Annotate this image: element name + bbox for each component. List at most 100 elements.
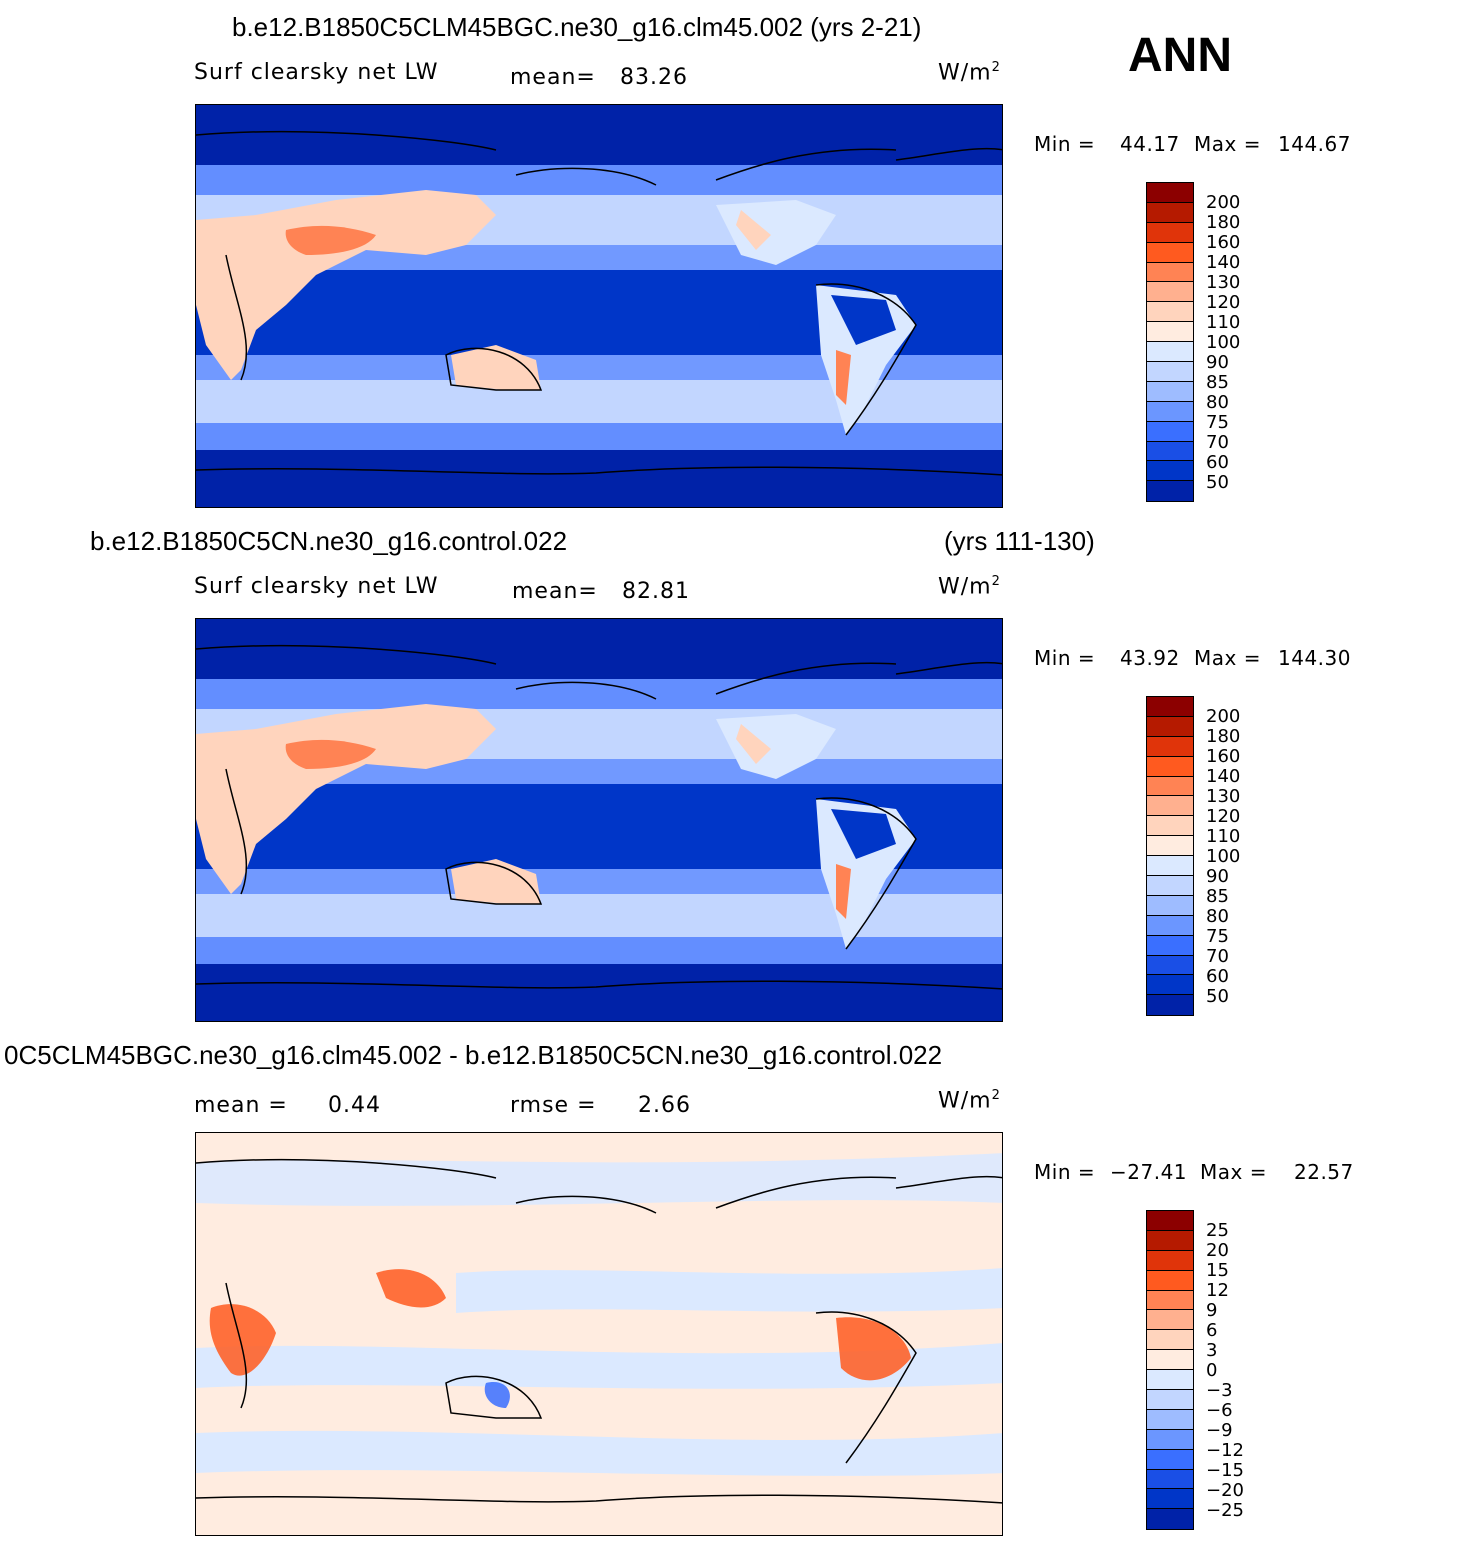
colorbar-label: 85 xyxy=(1206,886,1229,907)
colorbar-label: 15 xyxy=(1206,1260,1229,1281)
arid-region xyxy=(285,739,376,769)
western-na-land xyxy=(736,210,771,250)
swatch xyxy=(1147,262,1193,283)
swatch xyxy=(1147,401,1193,422)
panel3-title: 0C5CLM45BGC.ne30_g16.clm45.002 - b.e12.B… xyxy=(4,1040,943,1070)
panel3-max-value: 22.57 xyxy=(1294,1160,1354,1184)
eurasia-africa-land xyxy=(196,704,496,894)
panel3-rmse-value: 2.66 xyxy=(638,1093,691,1118)
swatch xyxy=(1147,1230,1193,1251)
panel2-map xyxy=(195,618,1003,1022)
swatch xyxy=(1147,242,1193,263)
coastlines-continents xyxy=(225,254,917,436)
swatch xyxy=(1147,1390,1193,1410)
swatch xyxy=(1147,381,1193,402)
colorbar-label: 120 xyxy=(1206,292,1241,313)
colorbar-label: 200 xyxy=(1206,706,1241,727)
diff-neg-north xyxy=(196,1153,1002,1206)
colorbar-label: −20 xyxy=(1206,1480,1244,1501)
swatch xyxy=(1147,282,1193,303)
colorbar-label: 50 xyxy=(1206,472,1229,493)
swatch xyxy=(1147,1310,1193,1331)
colorbar-label: 60 xyxy=(1206,966,1229,987)
colorbar-label: 20 xyxy=(1206,1240,1229,1261)
colorbar-label: 160 xyxy=(1206,232,1241,253)
colorbar-label: −9 xyxy=(1206,1420,1233,1441)
colorbar-label: −15 xyxy=(1206,1460,1244,1481)
panel3-min-label: Min = xyxy=(1034,1160,1096,1184)
arctic-band xyxy=(196,619,1002,679)
diff-neg-tropics xyxy=(456,1268,1002,1313)
swatch xyxy=(1147,222,1193,243)
swatch xyxy=(1147,776,1193,797)
colorbar-label: 60 xyxy=(1206,452,1229,473)
panel2-mean-value: 82.81 xyxy=(622,579,690,604)
coastline-antarctica xyxy=(196,1494,1002,1504)
swatch xyxy=(1147,461,1193,482)
panel3-mean-value: 0.44 xyxy=(328,1093,381,1118)
coastline-antarctica xyxy=(196,980,1002,990)
panel1-min-value: 44.17 xyxy=(1120,132,1180,156)
panel2-min-label: Min = xyxy=(1034,646,1096,670)
andes-region xyxy=(836,350,851,405)
panel3-min-value: −27.41 xyxy=(1110,1160,1188,1184)
swatch xyxy=(1147,1469,1193,1490)
colorbar-label: 90 xyxy=(1206,352,1229,373)
swatch xyxy=(1147,955,1193,976)
south-asia-warm xyxy=(376,1269,446,1308)
colorbar-label: 80 xyxy=(1206,392,1229,413)
swatch xyxy=(1147,1250,1193,1271)
coastline-antarctica xyxy=(196,466,1002,476)
panel3-max-label: Max = xyxy=(1200,1160,1267,1184)
colorbar-label: 70 xyxy=(1206,432,1229,453)
swatch xyxy=(1147,302,1193,323)
colorbar-label: 75 xyxy=(1206,412,1229,433)
panel2-min-value: 43.92 xyxy=(1120,646,1180,670)
panel2-max-label: Max = xyxy=(1194,646,1261,670)
coastlines-north xyxy=(196,1158,1002,1214)
swatch xyxy=(1147,342,1193,363)
coastlines-continents xyxy=(225,1282,917,1464)
swatch xyxy=(1147,816,1193,837)
panel1-max-label: Max = xyxy=(1194,132,1261,156)
colorbar-label: 100 xyxy=(1206,332,1241,353)
colorbar-label: 110 xyxy=(1206,826,1241,847)
amazon-warm xyxy=(836,1317,911,1381)
colorbar-label: 130 xyxy=(1206,786,1241,807)
coastlines-north xyxy=(196,130,1002,186)
antarctic-band xyxy=(196,450,1002,507)
swatch xyxy=(1147,736,1193,757)
panel3-map xyxy=(195,1132,1003,1536)
panel3-units: W/m2 xyxy=(938,1088,1001,1114)
swatch xyxy=(1147,1489,1193,1510)
colorbar-label: 80 xyxy=(1206,906,1229,927)
colorbar-label: 25 xyxy=(1206,1220,1229,1241)
panel3-mean-label: mean = xyxy=(194,1093,288,1118)
swatch xyxy=(1147,183,1193,203)
panel1-colorbar xyxy=(1146,182,1194,503)
swatch xyxy=(1147,202,1193,223)
swatch xyxy=(1147,1290,1193,1311)
colorbar-label: 180 xyxy=(1206,726,1241,747)
panel1-variable: Surf clearsky net LW xyxy=(194,60,439,85)
swatch xyxy=(1147,1449,1193,1470)
swatch xyxy=(1147,362,1193,382)
coastlines-continents xyxy=(225,768,917,950)
colorbar-label: 0 xyxy=(1206,1360,1218,1381)
antarctic-band xyxy=(196,964,1002,1021)
colorbar-label: 9 xyxy=(1206,1300,1218,1321)
colorbar-label: 75 xyxy=(1206,926,1229,947)
swatch xyxy=(1147,876,1193,896)
swatch xyxy=(1147,756,1193,777)
swatch xyxy=(1147,697,1193,717)
coastlines-north xyxy=(196,644,1002,700)
colorbar-label: −25 xyxy=(1206,1500,1244,1521)
swatch xyxy=(1147,481,1193,502)
panel2-title: b.e12.B1850C5CN.ne30_g16.control.022 xyxy=(90,526,568,556)
panel2-max-value: 144.30 xyxy=(1278,646,1351,670)
diff-neg-southern-ocean xyxy=(196,1430,1002,1476)
panel2-variable: Surf clearsky net LW xyxy=(194,574,439,599)
colorbar-label: 12 xyxy=(1206,1280,1229,1301)
swatch xyxy=(1147,935,1193,956)
swatch xyxy=(1147,1330,1193,1351)
